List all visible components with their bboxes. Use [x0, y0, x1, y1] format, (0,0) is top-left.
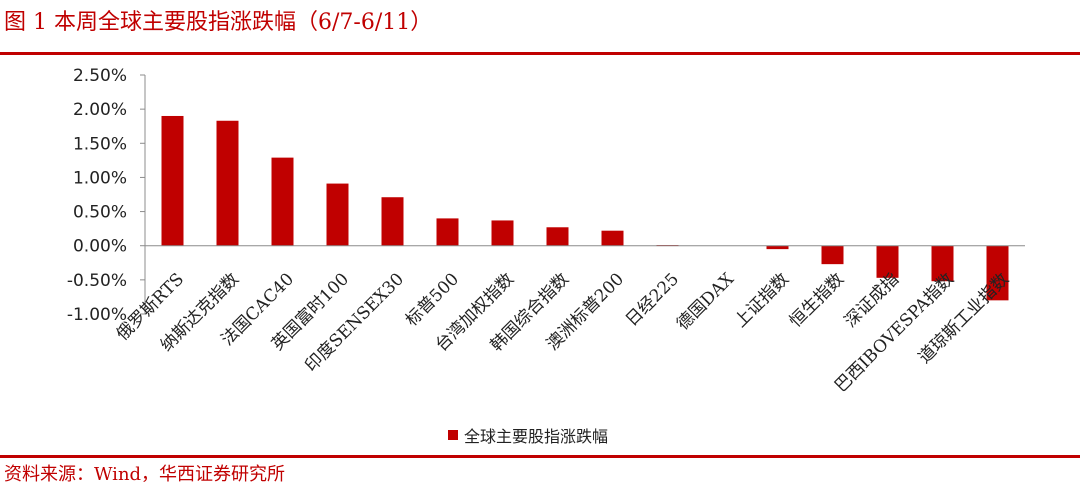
legend-swatch — [448, 430, 458, 440]
y-tick-label: 2.50% — [73, 66, 127, 86]
bar — [491, 220, 514, 246]
bar — [161, 115, 184, 246]
bar — [271, 157, 294, 246]
bar — [986, 245, 1009, 301]
y-tick-label: 0.50% — [73, 203, 127, 223]
y-tick-label: -0.50% — [67, 271, 127, 291]
title-rule — [0, 52, 1080, 55]
bar — [436, 218, 459, 246]
y-tick-label: 0.00% — [73, 237, 127, 257]
x-category-label: 印度SENSEX30 — [301, 269, 408, 376]
bar — [216, 120, 239, 246]
y-tick-label: 1.50% — [73, 134, 127, 154]
x-category-label: 德国DAX — [673, 269, 739, 335]
legend-label: 全球主要股指涨跌幅 — [464, 427, 609, 446]
y-tick-label: 2.00% — [73, 100, 127, 120]
source-rule — [0, 455, 1080, 458]
bar — [931, 245, 954, 282]
bar — [601, 230, 624, 246]
x-category-label: 上证指数 — [731, 269, 793, 331]
bar — [821, 245, 844, 265]
y-tick-label: -1.00% — [67, 305, 127, 325]
source-note: 资料来源：Wind，华西证券研究所 — [4, 464, 286, 485]
figure-title: 图 1 本周全球主要股指涨跌幅（6/7-6/11） — [4, 10, 433, 35]
bar — [876, 245, 899, 278]
bar — [766, 245, 789, 250]
y-tick-label: 1.00% — [73, 168, 127, 188]
legend: 全球主要股指涨跌幅 — [448, 423, 608, 447]
bar — [381, 197, 404, 246]
bar — [546, 227, 569, 246]
bar — [326, 183, 349, 246]
bar-chart: 2.50% 2.00% 1.50% 1.00% 0.50% 0.00% -0.50% -1.0… — [67, 66, 1025, 396]
x-category-label: 恒生指数 — [786, 269, 848, 331]
